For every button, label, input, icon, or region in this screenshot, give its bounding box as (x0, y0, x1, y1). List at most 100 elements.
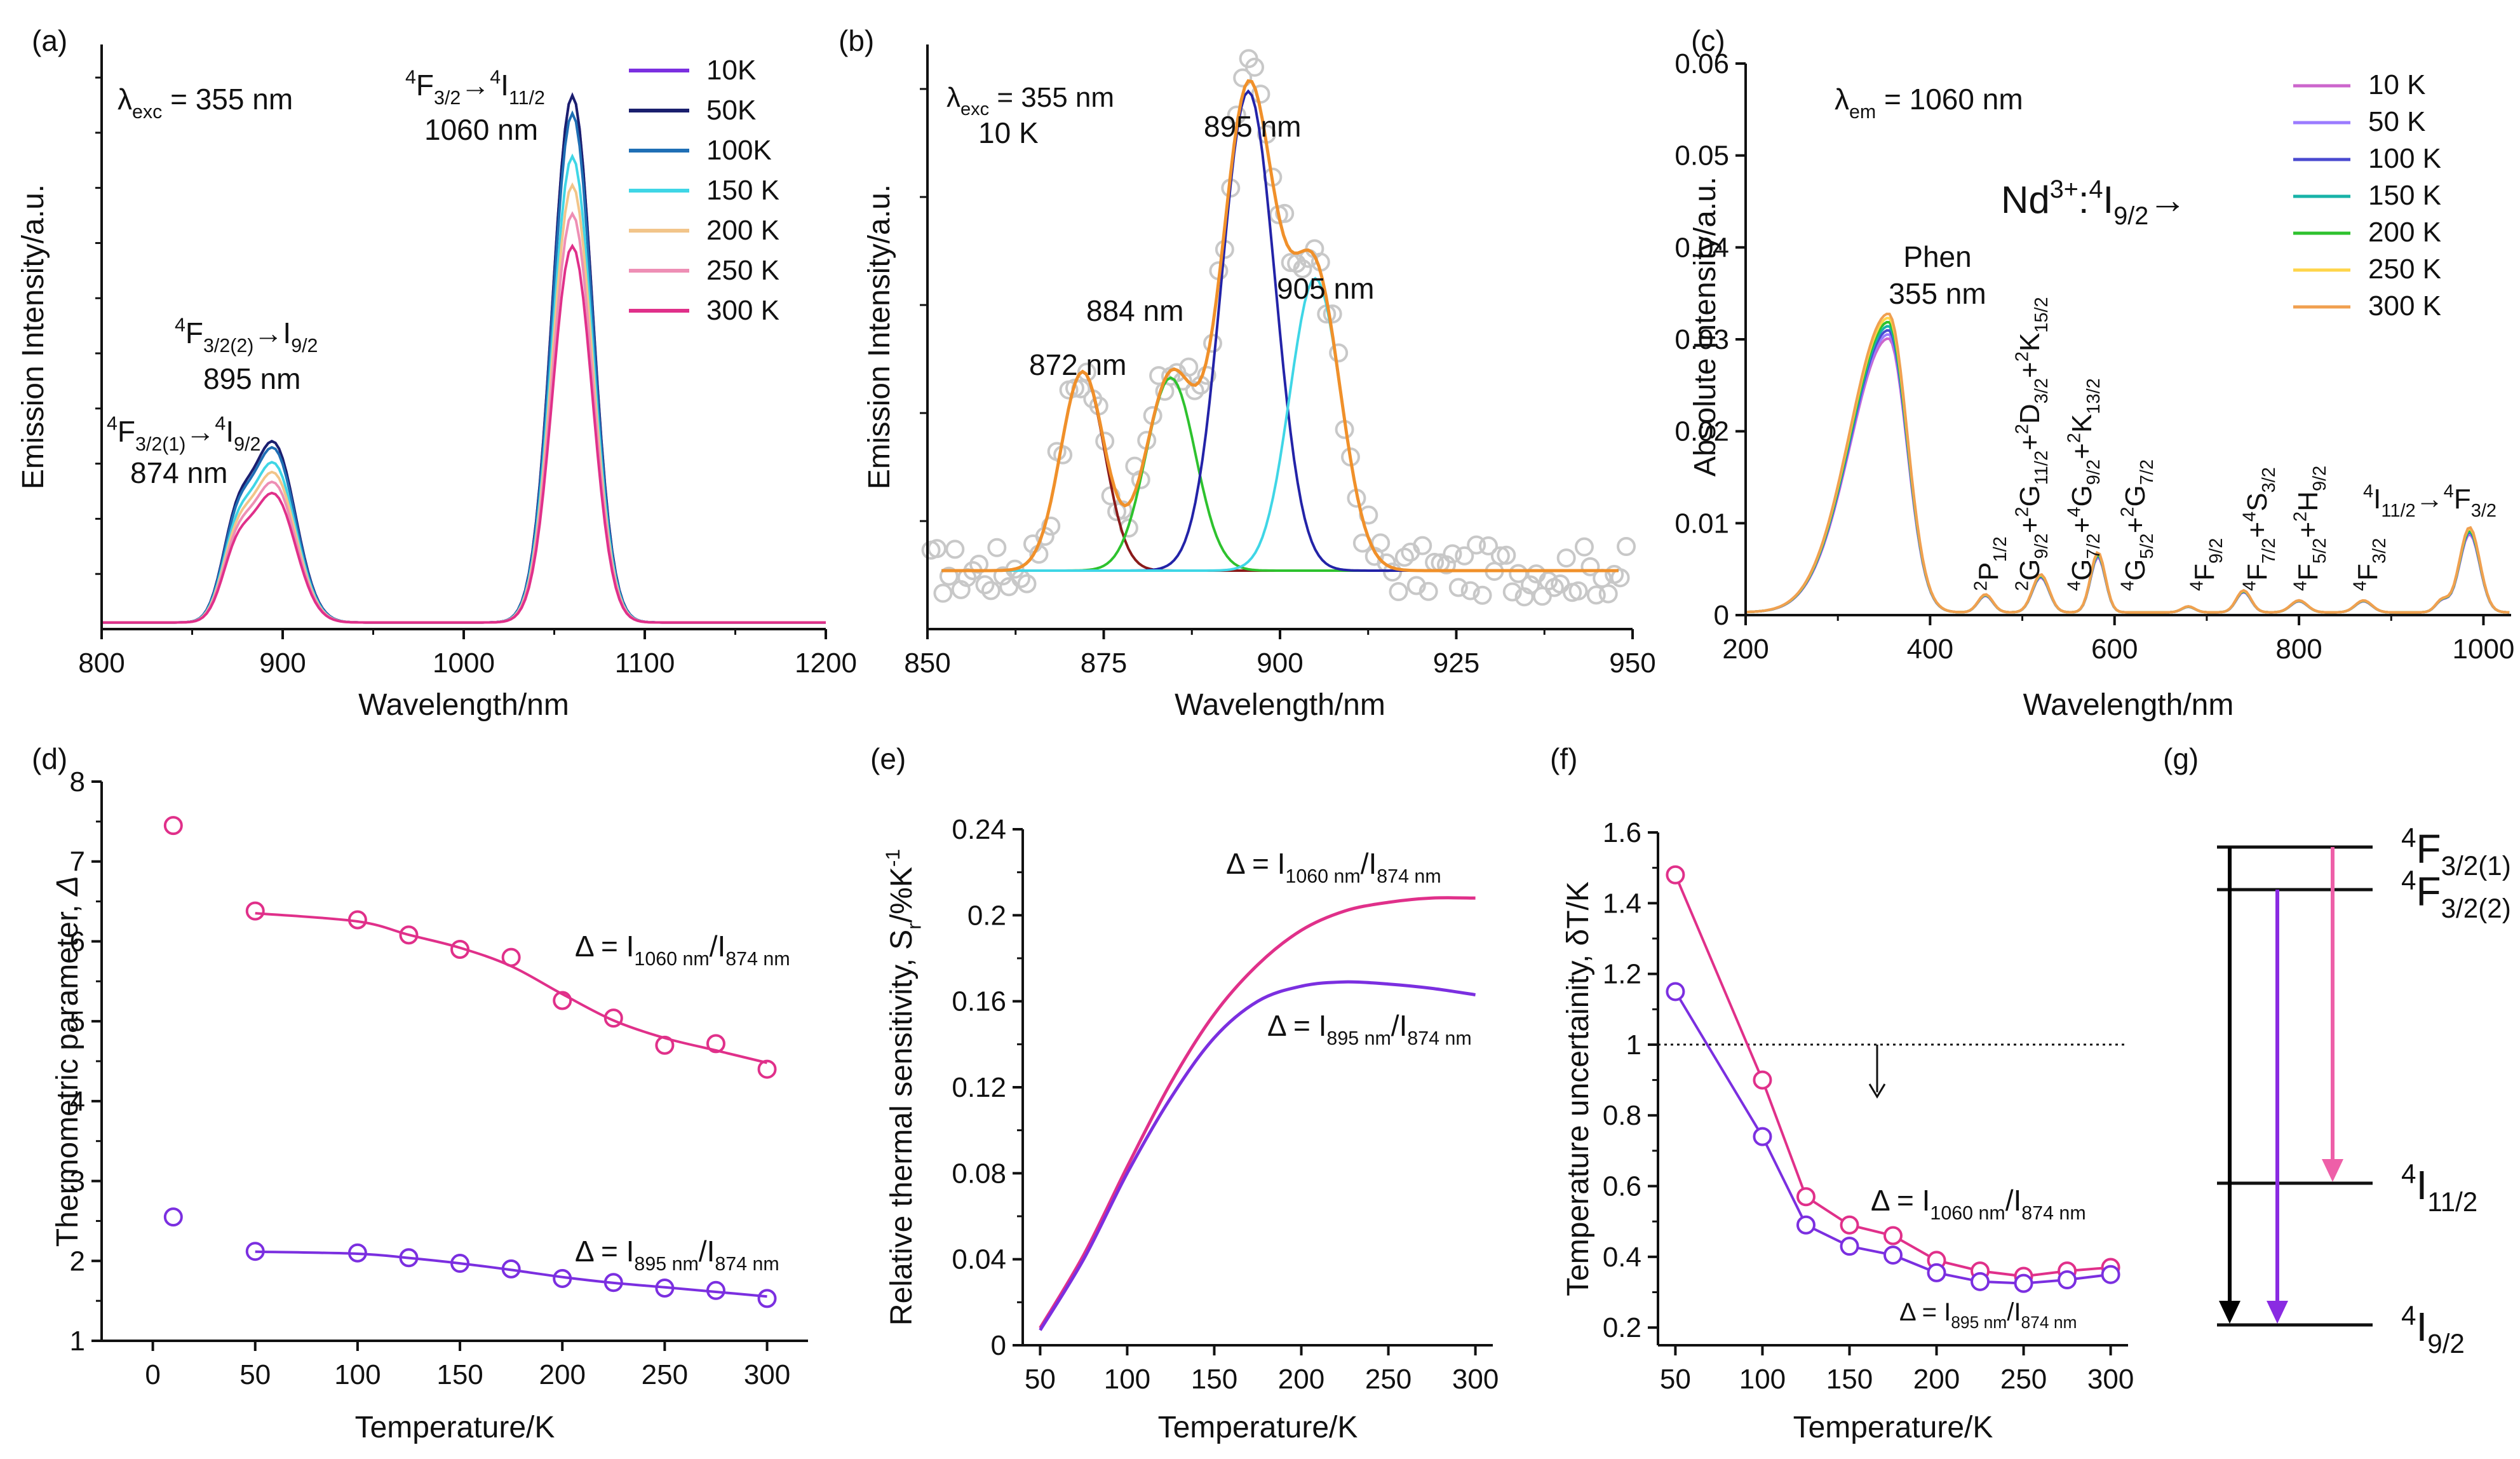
data-point (1245, 57, 1265, 77)
label-part: 4 (490, 67, 501, 88)
label-part: 3/2(2) (203, 335, 253, 356)
y-tick-label: 0.2 (967, 900, 1006, 931)
label-part: /I (1361, 847, 1377, 880)
data-point (1472, 585, 1492, 605)
data-point (603, 1273, 623, 1293)
x-axis-label: Temperature/K (355, 1411, 555, 1444)
data-point (1436, 555, 1456, 574)
label-part: 2 (2012, 424, 2032, 434)
data-point (1840, 1215, 1859, 1235)
data-point (553, 1268, 572, 1288)
label-part: 2 (2117, 506, 2138, 517)
label-part: 7/2 (2084, 533, 2104, 559)
label-part: 2 (2290, 512, 2310, 522)
x-tick-label: 200 (1722, 634, 1769, 665)
data-point (1203, 334, 1222, 353)
y-tick-label: 8 (70, 766, 85, 797)
data-point (1971, 1272, 1990, 1291)
data-point (1502, 582, 1522, 602)
y-tick-label: 1.6 (1603, 817, 1641, 848)
panel-label: (c) (1691, 24, 1725, 57)
label-part: 2 (2012, 506, 2032, 517)
data-point (1383, 562, 1403, 582)
temperature-label: 10 K (978, 116, 1039, 149)
x-tick-label: 300 (1452, 1364, 1499, 1395)
y-tick-label: 0.4 (1603, 1242, 1641, 1273)
label-part: 9/2 (234, 433, 260, 455)
legend-label: 50K (706, 95, 756, 126)
data-point (1053, 445, 1073, 465)
data-point (501, 947, 521, 967)
label-part: G (2120, 559, 2151, 581)
x-tick-label: 50 (1660, 1364, 1691, 1395)
transition-label: 4F5/2+2H9/2 (2290, 466, 2330, 591)
y-tick-label: 3 (70, 1166, 85, 1197)
label-part: F (185, 316, 203, 349)
energy-level-label-3: 4I9/2 (2401, 1300, 2465, 1359)
data-point (1796, 1215, 1816, 1235)
label-part: 2 (1971, 581, 1991, 591)
label-part: 3/2(1) (135, 433, 185, 455)
data-point (603, 1008, 623, 1028)
label-part: → (461, 69, 490, 102)
y-tick-label: 0.08 (952, 1158, 1006, 1189)
transition-label: 2P1/2 (1971, 536, 2011, 591)
label-part: λ (1835, 83, 1849, 116)
label-part: F (2189, 564, 2220, 581)
annotation-874: 4F3/2(1)→4I9/2 (107, 413, 260, 455)
label-part: + (2014, 362, 2045, 378)
label-part: I (2103, 179, 2114, 221)
panel-label: (a) (32, 24, 67, 57)
label-part: = 1060 nm (1876, 83, 2023, 116)
label-part: 13/2 (2084, 378, 2104, 414)
y-tick-label: 1 (1626, 1029, 1641, 1061)
label-part: 4 (2401, 1300, 2416, 1330)
label-part: K (2066, 414, 2098, 433)
fit-component-895.5 (941, 89, 1619, 572)
label-part: = I (593, 930, 634, 963)
label-part: 11/2 (509, 87, 545, 109)
data-point (757, 1289, 777, 1308)
data-point (1666, 865, 1685, 885)
label-part: /I (1391, 1009, 1408, 1042)
y-axis-label: Thermometric parameter, Δ (51, 876, 84, 1247)
label-part: 895 nm (634, 1253, 698, 1275)
label-part: 874 nm (715, 1253, 779, 1275)
data-point (1394, 547, 1414, 567)
x-tick-label: 250 (1365, 1364, 1412, 1395)
label-part: Relative thermal sensitivity, S (885, 930, 919, 1326)
data-point (1371, 533, 1391, 553)
label-part: 2 (2064, 433, 2084, 443)
label-part: 895 nm (1951, 1313, 2007, 1332)
x-tick-label: 1000 (433, 648, 495, 679)
legend-label: 100K (706, 135, 772, 166)
label-part: I (2416, 1304, 2427, 1350)
data-point (1479, 536, 1499, 556)
data-point (1497, 545, 1516, 565)
label-part: /I (2005, 1184, 2022, 1217)
x-tick-label: 250 (2000, 1364, 2047, 1395)
label-part: Δ (1226, 847, 1245, 880)
legend-label: 300 K (2368, 290, 2441, 322)
y-tick-label: 2 (70, 1245, 85, 1277)
label-part: → (2148, 179, 2186, 221)
label-part: Δ (1871, 1184, 1890, 1217)
label-part: → (185, 415, 215, 448)
delta-symbol: Δ (51, 876, 84, 897)
y-tick-label: 0.8 (1603, 1100, 1641, 1131)
data-point (1617, 537, 1636, 557)
label-part: 1060 nm (1285, 865, 1360, 887)
x-axis-label: Wavelength/nm (358, 688, 569, 722)
x-tick-label: 150 (1191, 1364, 1237, 1395)
label-part: F (2352, 564, 2383, 581)
label-part: 874 nm (2021, 1202, 2085, 1224)
y-tick-label: 0.01 (1674, 508, 1729, 539)
data-point (1539, 571, 1558, 591)
data-point (706, 1034, 725, 1054)
legend-label: 100 K (2368, 143, 2441, 174)
label-part: = 355 nm (989, 82, 1114, 113)
sensitivity-line-1 (1039, 980, 1476, 1331)
data-point (1233, 68, 1253, 88)
label-part: D (2014, 404, 2045, 424)
label-part: 4 (2290, 581, 2310, 591)
